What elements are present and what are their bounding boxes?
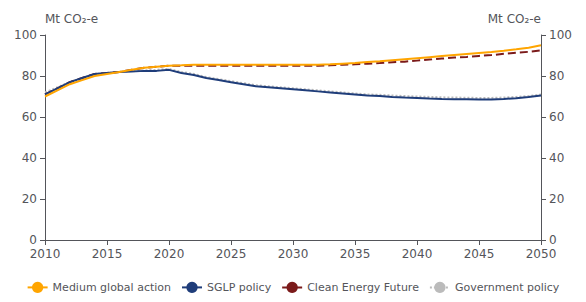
svg-text:2015: 2015 [92,247,123,261]
svg-text:80: 80 [549,69,564,83]
svg-text:0: 0 [29,233,37,247]
svg-text:100: 100 [549,28,572,42]
svg-text:40: 40 [549,151,564,165]
svg-text:60: 60 [22,110,37,124]
svg-text:2030: 2030 [278,247,309,261]
svg-text:Government policy: Government policy [455,281,560,294]
svg-text:Mt CO₂-e: Mt CO₂-e [488,12,541,26]
svg-text:80: 80 [22,69,37,83]
svg-text:60: 60 [549,110,564,124]
svg-text:Mt CO₂-e: Mt CO₂-e [45,12,98,26]
svg-text:40: 40 [22,151,37,165]
svg-text:2050: 2050 [526,247,557,261]
svg-text:2045: 2045 [464,247,495,261]
svg-text:2020: 2020 [154,247,185,261]
svg-text:20: 20 [22,192,37,206]
svg-text:SGLP policy: SGLP policy [207,281,272,294]
svg-text:0: 0 [549,233,557,247]
svg-text:20: 20 [549,192,564,206]
svg-text:2035: 2035 [340,247,371,261]
svg-text:2025: 2025 [216,247,247,261]
svg-text:Medium global action: Medium global action [53,281,171,294]
svg-text:2010: 2010 [30,247,61,261]
svg-text:100: 100 [14,28,37,42]
svg-text:Clean Energy Future: Clean Energy Future [307,281,419,294]
svg-text:2040: 2040 [402,247,433,261]
